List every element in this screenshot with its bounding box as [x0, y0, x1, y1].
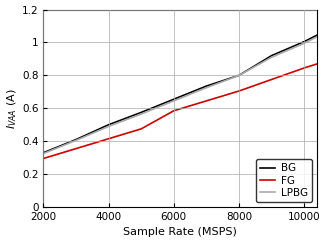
- FG: [42, 157, 45, 160]
- BG: [315, 34, 319, 36]
- BG: [302, 40, 306, 43]
- LPBG: [302, 42, 306, 45]
- FG: [74, 147, 78, 150]
- BG: [107, 123, 111, 126]
- LPBG: [74, 139, 78, 142]
- BG: [269, 54, 273, 57]
- LPBG: [139, 113, 143, 115]
- FG: [204, 99, 208, 102]
- FG: [139, 127, 143, 130]
- BG: [74, 138, 78, 141]
- Line: FG: FG: [43, 64, 317, 158]
- FG: [172, 109, 176, 112]
- FG: [302, 67, 306, 69]
- Legend: BG, FG, LPBG: BG, FG, LPBG: [256, 159, 312, 202]
- X-axis label: Sample Rate (MSPS): Sample Rate (MSPS): [123, 227, 237, 237]
- LPBG: [42, 152, 45, 155]
- BG: [139, 111, 143, 114]
- LPBG: [269, 56, 273, 59]
- BG: [237, 74, 241, 77]
- LPBG: [172, 99, 176, 102]
- BG: [172, 98, 176, 101]
- BG: [204, 85, 208, 87]
- LPBG: [204, 86, 208, 89]
- FG: [237, 90, 241, 93]
- Line: LPBG: LPBG: [43, 37, 317, 154]
- BG: [42, 151, 45, 154]
- Y-axis label: $I_{VAA}$ (A): $I_{VAA}$ (A): [6, 88, 19, 129]
- Line: BG: BG: [43, 35, 317, 153]
- FG: [269, 78, 273, 81]
- LPBG: [107, 125, 111, 128]
- FG: [315, 62, 319, 65]
- FG: [107, 137, 111, 140]
- LPBG: [237, 74, 241, 77]
- LPBG: [315, 35, 319, 38]
